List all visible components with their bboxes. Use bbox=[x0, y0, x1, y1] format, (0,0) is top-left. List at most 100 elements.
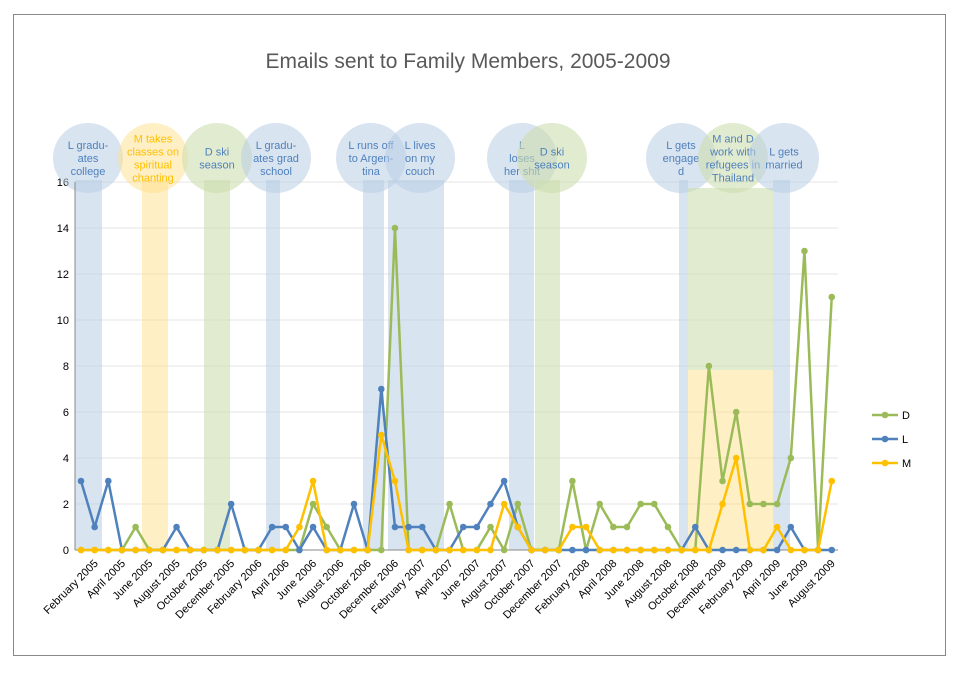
data-point bbox=[186, 546, 194, 554]
data-point bbox=[773, 500, 781, 508]
data-point bbox=[391, 224, 399, 232]
annotation-text: L lives on my couch bbox=[405, 140, 436, 178]
data-point bbox=[705, 546, 713, 554]
data-point bbox=[77, 477, 85, 485]
data-point bbox=[719, 500, 726, 508]
annotation-line: season bbox=[534, 160, 569, 172]
annotation-bubble bbox=[749, 123, 819, 193]
annotation-line: to Argen- bbox=[349, 153, 394, 165]
annotation-span bbox=[266, 180, 280, 550]
data-point bbox=[528, 546, 535, 554]
data-point bbox=[691, 523, 699, 531]
data-point bbox=[787, 523, 795, 531]
data-point bbox=[623, 523, 631, 531]
legend-marker bbox=[881, 411, 889, 419]
data-point bbox=[459, 523, 467, 531]
data-point bbox=[732, 546, 740, 554]
data-point bbox=[514, 500, 522, 508]
data-point bbox=[132, 546, 139, 554]
y-tick-label: 4 bbox=[63, 453, 69, 465]
data-point bbox=[350, 500, 358, 508]
data-point bbox=[391, 523, 399, 531]
data-point bbox=[173, 523, 180, 531]
annotation-bubble bbox=[698, 123, 768, 193]
annotation-text: L gradu-ates college bbox=[68, 140, 109, 178]
data-point bbox=[514, 523, 522, 531]
data-point bbox=[828, 477, 836, 485]
data-point bbox=[569, 546, 576, 554]
annotation-line: L runs off bbox=[348, 140, 394, 152]
y-tick-label: 2 bbox=[63, 499, 69, 511]
annotation-line: engage bbox=[663, 153, 700, 165]
legend-marker bbox=[881, 459, 889, 467]
data-point bbox=[105, 546, 112, 554]
data-point bbox=[569, 477, 576, 485]
data-point bbox=[309, 500, 317, 508]
annotation-bubble bbox=[53, 123, 123, 193]
data-point bbox=[732, 408, 740, 416]
data-point bbox=[350, 546, 358, 554]
data-point bbox=[582, 546, 590, 554]
data-point bbox=[651, 546, 658, 554]
y-tick-label: 10 bbox=[57, 315, 69, 327]
annotation-span bbox=[509, 180, 534, 550]
annotation-line: ates grad bbox=[253, 153, 299, 165]
data-point bbox=[268, 546, 276, 554]
data-point bbox=[282, 546, 290, 554]
annotation-bubble bbox=[241, 123, 311, 193]
annotation-line: work with bbox=[709, 147, 756, 159]
annotation-line: couch bbox=[405, 166, 434, 178]
data-point bbox=[323, 546, 331, 554]
y-tick-label: 12 bbox=[57, 269, 69, 281]
data-point bbox=[828, 546, 836, 554]
annotation-span bbox=[773, 180, 790, 550]
annotation-line: M takes bbox=[134, 134, 173, 146]
data-point bbox=[446, 500, 453, 508]
annotation-text: M takes classes on spiritual chanting bbox=[127, 134, 179, 185]
data-point bbox=[145, 546, 153, 554]
data-point bbox=[282, 523, 290, 531]
data-point bbox=[255, 546, 262, 554]
data-point bbox=[473, 523, 481, 531]
data-point bbox=[309, 477, 317, 485]
annotation-text: D ski season bbox=[199, 147, 234, 172]
annotation-bubble bbox=[118, 123, 188, 193]
annotation-line: d bbox=[678, 166, 684, 178]
data-point bbox=[664, 523, 672, 531]
data-point bbox=[487, 546, 494, 554]
data-point bbox=[296, 546, 303, 554]
data-point bbox=[719, 546, 726, 554]
y-tick-label: 0 bbox=[63, 545, 69, 557]
data-point bbox=[610, 523, 617, 531]
data-point bbox=[828, 293, 836, 301]
data-point bbox=[569, 523, 576, 531]
data-point bbox=[309, 523, 317, 531]
legend-label: M bbox=[902, 458, 911, 470]
data-point bbox=[801, 247, 808, 255]
annotation-bubble bbox=[336, 123, 406, 193]
annotation-line: classes on bbox=[127, 147, 179, 159]
data-point bbox=[446, 546, 453, 554]
annotation-line: ates bbox=[78, 153, 99, 165]
data-point bbox=[323, 523, 331, 531]
annotation-line: spiritual bbox=[134, 160, 172, 172]
annotation-line: L gets bbox=[666, 140, 696, 152]
data-point bbox=[418, 546, 426, 554]
data-point bbox=[541, 546, 549, 554]
data-point bbox=[760, 500, 767, 508]
data-point bbox=[91, 523, 98, 531]
data-point bbox=[487, 523, 494, 531]
legend-marker bbox=[881, 435, 889, 443]
data-point bbox=[405, 546, 412, 554]
data-point bbox=[664, 546, 672, 554]
annotation-line: L gradu- bbox=[256, 140, 297, 152]
annotation-line: L gradu- bbox=[68, 140, 109, 152]
annotation-span bbox=[535, 180, 560, 550]
annotation-bubble bbox=[182, 123, 252, 193]
data-point bbox=[555, 546, 563, 554]
data-point bbox=[801, 546, 808, 554]
annotation-text: L gets engage d bbox=[663, 140, 700, 178]
data-point bbox=[200, 546, 208, 554]
data-point bbox=[241, 546, 249, 554]
